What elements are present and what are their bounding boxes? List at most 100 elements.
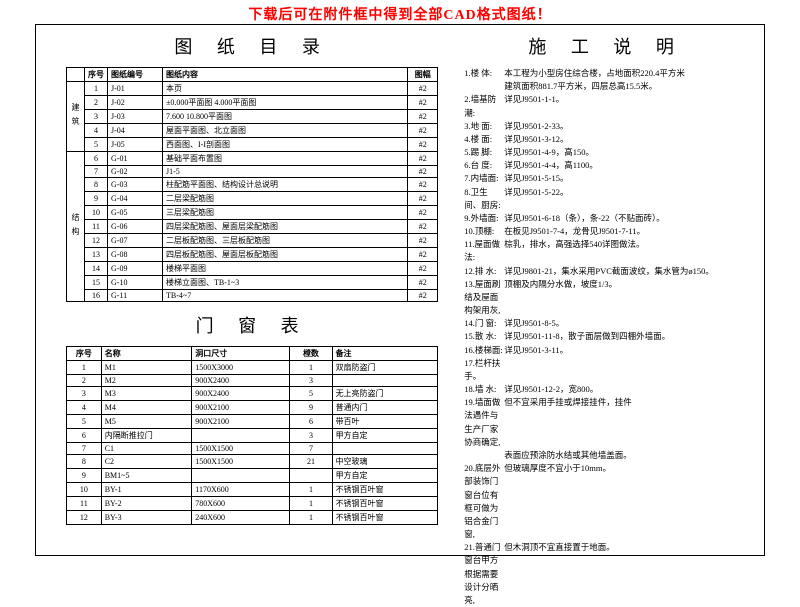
table-row: 8G-03柱配筋平面图、结构设计总说明#2 xyxy=(67,178,438,192)
cell-code: J-02 xyxy=(108,96,163,110)
note-line: 5.踢 脚:详见J9501-4-9，高150。 xyxy=(464,146,754,159)
cell-qty: 1 xyxy=(290,511,332,525)
note-line: 7.内墙面:详见J9501-5-15。 xyxy=(464,172,754,185)
cell-size xyxy=(192,469,290,483)
cell-seq: 7 xyxy=(85,166,108,178)
note-index: 5.踢 脚: xyxy=(464,146,504,159)
note-text: 详见J9501-8-5。 xyxy=(504,317,754,330)
cell-content: 柱配筋平面图、结构设计总说明 xyxy=(163,178,408,192)
table-row: 11BY-2780X6001不锈钢百叶窗 xyxy=(67,497,438,511)
table-row: 3J-037.600 10.800平面图#2 xyxy=(67,110,438,124)
cell-fmt: #2 xyxy=(408,110,438,124)
cell-content: 楼梯平面图 xyxy=(163,262,408,276)
cell-seq: 5 xyxy=(67,415,102,429)
note-subline: 表面应预涂防水结或其他墙盖面。 xyxy=(464,449,754,462)
cell-seq: 2 xyxy=(85,96,108,110)
cell-seq: 6 xyxy=(85,152,108,166)
cell-note: 不锈钢百叶窗 xyxy=(332,497,438,511)
cell-name: M5 xyxy=(101,415,192,429)
table-header-row: 序号 名称 洞口尺寸 樘数 备注 xyxy=(67,347,438,361)
cell-content: 本页 xyxy=(163,82,408,96)
cell-seq: 3 xyxy=(67,387,102,401)
cell-seq: 13 xyxy=(85,248,108,262)
cell-name: C1 xyxy=(101,443,192,455)
cell-code: G-11 xyxy=(108,290,163,302)
th-content: 图纸内容 xyxy=(163,68,408,82)
cell-note: 中空玻璃 xyxy=(332,455,438,469)
cell-code: G-01 xyxy=(108,152,163,166)
group-label-struct: 结构 xyxy=(67,152,85,302)
note-text: 但木洞顶不宜直接置于地面。 xyxy=(504,541,754,607)
cell-seq: 4 xyxy=(67,401,102,415)
cell-seq: 11 xyxy=(85,220,108,234)
table-row: 10G-05三层梁配筋图#2 xyxy=(67,206,438,220)
cell-name: BY-3 xyxy=(101,511,192,525)
cell-seq: 1 xyxy=(85,82,108,96)
table-row: 16G-11TB-4~7#2 xyxy=(67,290,438,302)
catalog-title: 图 纸 目 录 xyxy=(66,33,438,59)
cell-fmt: #2 xyxy=(408,248,438,262)
cell-name: M1 xyxy=(101,361,192,375)
cell-note: 甲方自定 xyxy=(332,429,438,443)
note-index: 10.顶棚: xyxy=(464,225,504,238)
note-text: 本工程为小型房住综合楼，占地面积220.4平方米 xyxy=(504,67,754,80)
group-label-arch: 建筑 xyxy=(67,82,85,152)
group-head-blank xyxy=(67,68,85,82)
note-text: 详见J9501-6-18（条），条-22（不贴面砖）。 xyxy=(504,212,754,225)
table-header-row: 序号 图纸编号 图纸内容 图幅 xyxy=(67,68,438,82)
note-index: 7.内墙面: xyxy=(464,172,504,185)
note-line: 6.台 度:详见J9501-4-4，高1100。 xyxy=(464,159,754,172)
note-line: 12.排 水:详见J9801-21，集水采用PVC截面波纹，集水管为ø150。 xyxy=(464,265,754,278)
note-line: 15.散 水:详见J9501-11-8，散子面层做到四棚外墙面。 xyxy=(464,330,754,343)
note-index: 12.排 水: xyxy=(464,265,504,278)
cell-code: G-07 xyxy=(108,234,163,248)
cell-seq: 2 xyxy=(67,375,102,387)
cell-fmt: #2 xyxy=(408,290,438,302)
cell-note: 甲方自定 xyxy=(332,469,438,483)
drawing-frame: 图 纸 目 录 序号 图纸编号 图纸内容 图幅 建筑1J-01本页#22J-02… xyxy=(35,24,765,556)
cell-code: G-04 xyxy=(108,192,163,206)
cell-size: 1500X1500 xyxy=(192,455,290,469)
cell-code: G-09 xyxy=(108,262,163,276)
note-text: 详见J9501-5-15。 xyxy=(504,172,754,185)
cell-size: 900X2400 xyxy=(192,387,290,401)
cell-content: 基础平面布置图 xyxy=(163,152,408,166)
note-index: 9.外墙面: xyxy=(464,212,504,225)
th-note: 备注 xyxy=(332,347,438,361)
cell-note: 双扇防盗门 xyxy=(332,361,438,375)
cell-content: 四层板配筋图、屋面层板配筋图 xyxy=(163,248,408,262)
cell-note: 普通内门 xyxy=(332,401,438,415)
cell-note xyxy=(332,443,438,455)
table-row: 5M5900X21006带百叶 xyxy=(67,415,438,429)
note-line: 18.墙 水:详见J9501-12-2，宽800。 xyxy=(464,383,754,396)
table-row: 3M3900X24005无上亮防盗门 xyxy=(67,387,438,401)
cell-content: 四层梁配筋图、屋面层梁配筋图 xyxy=(163,220,408,234)
cell-content: 西面图、I-I剖面图 xyxy=(163,138,408,152)
note-index: 14.门 窗: xyxy=(464,317,504,330)
cell-qty xyxy=(290,469,332,483)
th-code: 图纸编号 xyxy=(108,68,163,82)
cell-content: 7.600 10.800平面图 xyxy=(163,110,408,124)
table-row: 11G-06四层梁配筋图、屋面层梁配筋图#2 xyxy=(67,220,438,234)
note-index: 13.屋面刷结及屋面构架用灰, xyxy=(464,278,504,318)
note-index: 6.台 度: xyxy=(464,159,504,172)
table-row: 8C21500X150021中空玻璃 xyxy=(67,455,438,469)
th-seq: 序号 xyxy=(85,68,108,82)
cell-seq: 4 xyxy=(85,124,108,138)
cell-size: 1500X3000 xyxy=(192,361,290,375)
cell-qty: 21 xyxy=(290,455,332,469)
table-row: 2M2900X24003 xyxy=(67,375,438,387)
table-row: 4J-04屋面平面图、北立面图#2 xyxy=(67,124,438,138)
th-fmt: 图幅 xyxy=(408,68,438,82)
cell-content: J1-5 xyxy=(163,166,408,178)
note-line: 13.屋面刷结及屋面构架用灰,顶棚及内隔分水做，坡度1/3。 xyxy=(464,278,754,318)
content-wrap: 图 纸 目 录 序号 图纸编号 图纸内容 图幅 建筑1J-01本页#22J-02… xyxy=(36,25,764,555)
th-qty: 樘数 xyxy=(290,347,332,361)
cell-size: 1170X600 xyxy=(192,483,290,497)
cell-name: M3 xyxy=(101,387,192,401)
cell-fmt: #2 xyxy=(408,82,438,96)
note-line: 3.地 面:详见J9501-2-33。 xyxy=(464,120,754,133)
cell-code: G-06 xyxy=(108,220,163,234)
cell-fmt: #2 xyxy=(408,96,438,110)
table-row: 5J-05西面图、I-I剖面图#2 xyxy=(67,138,438,152)
